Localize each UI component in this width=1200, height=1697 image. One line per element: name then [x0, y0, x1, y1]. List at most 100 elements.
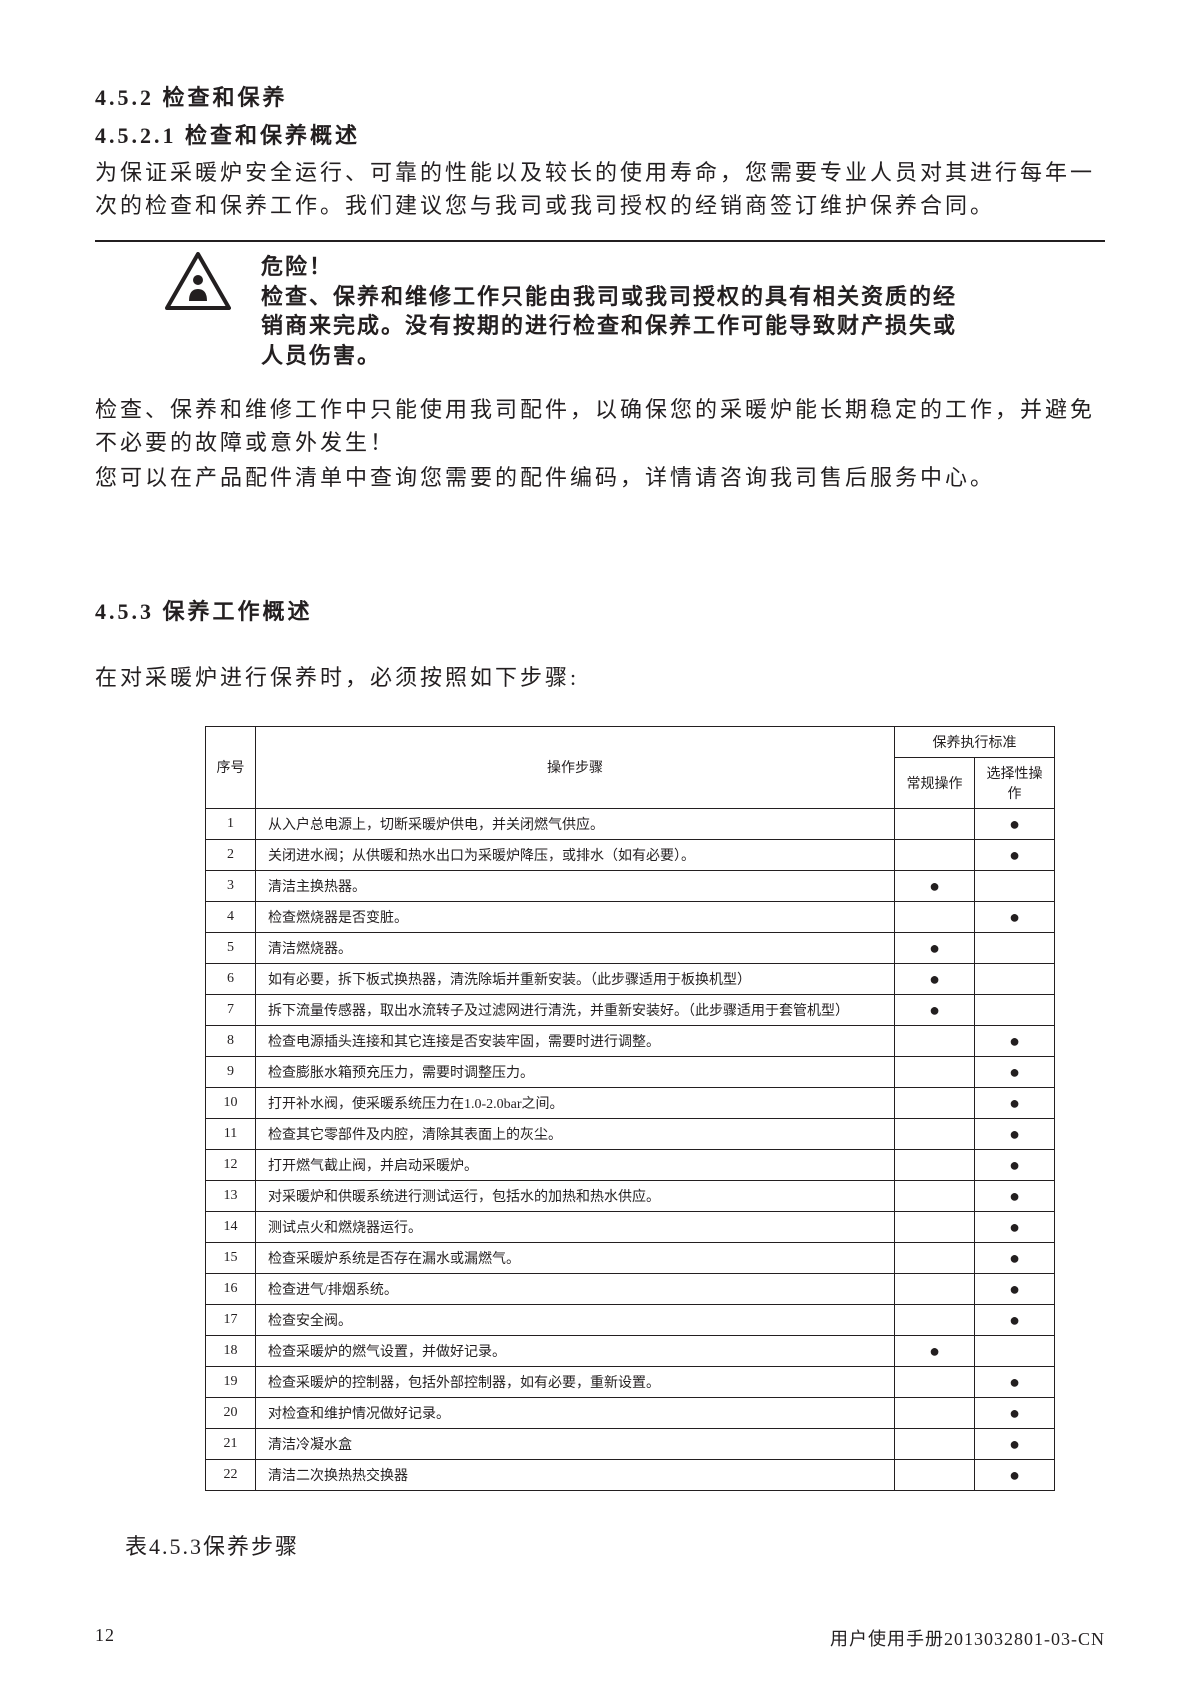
cell-optional: [975, 963, 1055, 994]
cell-step: 清洁主换热器。: [256, 870, 895, 901]
cell-seq: 22: [206, 1459, 256, 1490]
cell-optional: ●: [975, 1428, 1055, 1459]
table-row: 22清洁二次换热热交换器 ●: [206, 1459, 1055, 1490]
cell-step: 清洁燃烧器。: [256, 932, 895, 963]
maintenance-table-wrap: 序号 操作步骤 保养执行标准 常规操作 选择性操作 1从入户总电源上，切断采暖炉…: [205, 726, 1055, 1491]
cell-step: 对采暖炉和供暖系统进行测试运行，包括水的加热和热水供应。: [256, 1180, 895, 1211]
cell-step: 检查膨胀水箱预充压力，需要时调整压力。: [256, 1056, 895, 1087]
cell-routine: ●: [895, 963, 975, 994]
cell-routine: [895, 1273, 975, 1304]
table-row: 2关闭进水阀；从供暖和热水出口为采暖炉降压，或排水（如有必要）。●: [206, 839, 1055, 870]
table-row: 17检查安全阀。 ●: [206, 1304, 1055, 1335]
cell-optional: ●: [975, 1459, 1055, 1490]
page-footer: 12 用户使用手册2013032801-03-CN: [95, 1625, 1105, 1651]
cell-optional: ●: [975, 1304, 1055, 1335]
table-row: 7拆下流量传感器，取出水流转子及过滤网进行清洗，并重新安装好。（此步骤适用于套管…: [206, 994, 1055, 1025]
cell-optional: ●: [975, 1087, 1055, 1118]
cell-step: 打开补水阀，使采暖系统压力在1.0-2.0bar之间。: [256, 1087, 895, 1118]
cell-seq: 12: [206, 1149, 256, 1180]
cell-routine: [895, 1056, 975, 1087]
danger-triangle-person-icon: [165, 252, 231, 315]
warning-block: 危险！ 检查、保养和维修工作只能由我司或我司授权的具有相关资质的经销商来完成。没…: [165, 252, 1105, 371]
table-row: 5清洁燃烧器。●: [206, 932, 1055, 963]
cell-seq: 19: [206, 1366, 256, 1397]
cell-step: 关闭进水阀；从供暖和热水出口为采暖炉降压，或排水（如有必要）。: [256, 839, 895, 870]
cell-seq: 20: [206, 1397, 256, 1428]
cell-seq: 14: [206, 1211, 256, 1242]
cell-routine: [895, 1397, 975, 1428]
cell-step: 清洁冷凝水盒: [256, 1428, 895, 1459]
table-row: 18检查采暖炉的燃气设置，并做好记录。●: [206, 1335, 1055, 1366]
cell-routine: [895, 1428, 975, 1459]
cell-step: 检查采暖炉系统是否存在漏水或漏燃气。: [256, 1242, 895, 1273]
cell-seq: 2: [206, 839, 256, 870]
cell-routine: [895, 1180, 975, 1211]
steps-intro: 在对采暖炉进行保养时，必须按照如下步骤:: [95, 660, 1105, 692]
cell-seq: 6: [206, 963, 256, 994]
cell-seq: 18: [206, 1335, 256, 1366]
page-number: 12: [95, 1625, 115, 1651]
table-row: 11检查其它零部件及内腔，清除其表面上的灰尘。●: [206, 1118, 1055, 1149]
cell-step: 检查其它零部件及内腔，清除其表面上的灰尘。: [256, 1118, 895, 1149]
cell-optional: [975, 870, 1055, 901]
table-row: 12打开燃气截止阀，并启动采暖炉。●: [206, 1149, 1055, 1180]
cell-routine: [895, 808, 975, 839]
table-row: 1从入户总电源上，切断采暖炉供电，并关闭燃气供应。●: [206, 808, 1055, 839]
cell-step: 检查电源插头连接和其它连接是否安装牢固，需要时进行调整。: [256, 1025, 895, 1056]
cell-seq: 15: [206, 1242, 256, 1273]
cell-routine: [895, 1087, 975, 1118]
separator-line: [95, 240, 1105, 242]
table-row: 15检查采暖炉系统是否存在漏水或漏燃气。 ●: [206, 1242, 1055, 1273]
cell-step: 清洁二次换热热交换器: [256, 1459, 895, 1490]
cell-routine: [895, 1366, 975, 1397]
cell-step: 如有必要，拆下板式换热器，清洗除垢并重新安装。（此步骤适用于板换机型）: [256, 963, 895, 994]
cell-optional: ●: [975, 1366, 1055, 1397]
paragraph-3: 您可以在产品配件清单中查询您需要的配件编码，详情请咨询我司售后服务中心。: [95, 461, 1105, 494]
table-row: 9检查膨胀水箱预充压力，需要时调整压力。 ●: [206, 1056, 1055, 1087]
cell-step: 打开燃气截止阀，并启动采暖炉。: [256, 1149, 895, 1180]
cell-step: 检查安全阀。: [256, 1304, 895, 1335]
maintenance-table: 序号 操作步骤 保养执行标准 常规操作 选择性操作 1从入户总电源上，切断采暖炉…: [205, 726, 1055, 1491]
cell-optional: ●: [975, 1056, 1055, 1087]
cell-step: 测试点火和燃烧器运行。: [256, 1211, 895, 1242]
cell-step: 检查燃烧器是否变脏。: [256, 901, 895, 932]
cell-routine: [895, 1025, 975, 1056]
cell-seq: 8: [206, 1025, 256, 1056]
paragraph-1: 为保证采暖炉安全运行、可靠的性能以及较长的使用寿命，您需要专业人员对其进行每年一…: [95, 156, 1105, 222]
heading-4-5-2-1: 4.5.2.1 检查和保养概述: [95, 118, 1105, 150]
cell-step: 对检查和维护情况做好记录。: [256, 1397, 895, 1428]
cell-step: 检查进气/排烟系统。: [256, 1273, 895, 1304]
document-id: 用户使用手册2013032801-03-CN: [830, 1625, 1105, 1651]
table-row: 14测试点火和燃烧器运行。 ●: [206, 1211, 1055, 1242]
cell-routine: [895, 1149, 975, 1180]
cell-optional: [975, 1335, 1055, 1366]
cell-optional: ●: [975, 1273, 1055, 1304]
cell-step: 从入户总电源上，切断采暖炉供电，并关闭燃气供应。: [256, 808, 895, 839]
table-row: 19检查采暖炉的控制器，包括外部控制器，如有必要，重新设置。●: [206, 1366, 1055, 1397]
cell-seq: 10: [206, 1087, 256, 1118]
warning-text: 危险！ 检查、保养和维修工作只能由我司或我司授权的具有相关资质的经销商来完成。没…: [261, 252, 971, 371]
warning-body: 检查、保养和维修工作只能由我司或我司授权的具有相关资质的经销商来完成。没有按期的…: [261, 284, 957, 368]
cell-seq: 5: [206, 932, 256, 963]
table-row: 10打开补水阀，使采暖系统压力在1.0-2.0bar之间。 ●: [206, 1087, 1055, 1118]
cell-seq: 1: [206, 808, 256, 839]
cell-optional: [975, 994, 1055, 1025]
cell-routine: [895, 1304, 975, 1335]
cell-optional: [975, 932, 1055, 963]
cell-routine: [895, 1242, 975, 1273]
table-row: 4检查燃烧器是否变脏。●: [206, 901, 1055, 932]
cell-seq: 21: [206, 1428, 256, 1459]
table-row: 6如有必要，拆下板式换热器，清洗除垢并重新安装。（此步骤适用于板换机型）●: [206, 963, 1055, 994]
cell-optional: ●: [975, 1211, 1055, 1242]
cell-optional: ●: [975, 1242, 1055, 1273]
heading-4-5-2: 4.5.2 检查和保养: [95, 80, 1105, 112]
cell-routine: ●: [895, 1335, 975, 1366]
cell-seq: 17: [206, 1304, 256, 1335]
table-row: 21清洁冷凝水盒 ●: [206, 1428, 1055, 1459]
table-row: 8检查电源插头连接和其它连接是否安装牢固，需要时进行调整。●: [206, 1025, 1055, 1056]
th-steps: 操作步骤: [256, 726, 895, 808]
cell-seq: 9: [206, 1056, 256, 1087]
th-optional: 选择性操作: [975, 757, 1055, 808]
cell-optional: ●: [975, 901, 1055, 932]
cell-step: 检查采暖炉的燃气设置，并做好记录。: [256, 1335, 895, 1366]
